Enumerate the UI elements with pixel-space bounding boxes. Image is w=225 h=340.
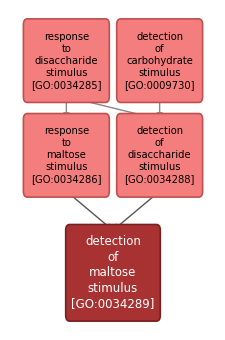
FancyBboxPatch shape bbox=[65, 224, 160, 321]
Text: detection
of
maltose
stimulus
[GO:0034289]: detection of maltose stimulus [GO:003428… bbox=[71, 235, 154, 310]
FancyBboxPatch shape bbox=[23, 19, 109, 102]
Text: detection
of
disaccharide
stimulus
[GO:0034288]: detection of disaccharide stimulus [GO:0… bbox=[124, 126, 194, 184]
FancyBboxPatch shape bbox=[116, 19, 202, 102]
FancyBboxPatch shape bbox=[23, 114, 109, 197]
FancyBboxPatch shape bbox=[116, 114, 202, 197]
Text: response
to
disaccharide
stimulus
[GO:0034285]: response to disaccharide stimulus [GO:00… bbox=[31, 32, 101, 90]
Text: detection
of
carbohydrate
stimulus
[GO:0009730]: detection of carbohydrate stimulus [GO:0… bbox=[124, 32, 194, 90]
Text: response
to
maltose
stimulus
[GO:0034286]: response to maltose stimulus [GO:0034286… bbox=[31, 126, 101, 184]
